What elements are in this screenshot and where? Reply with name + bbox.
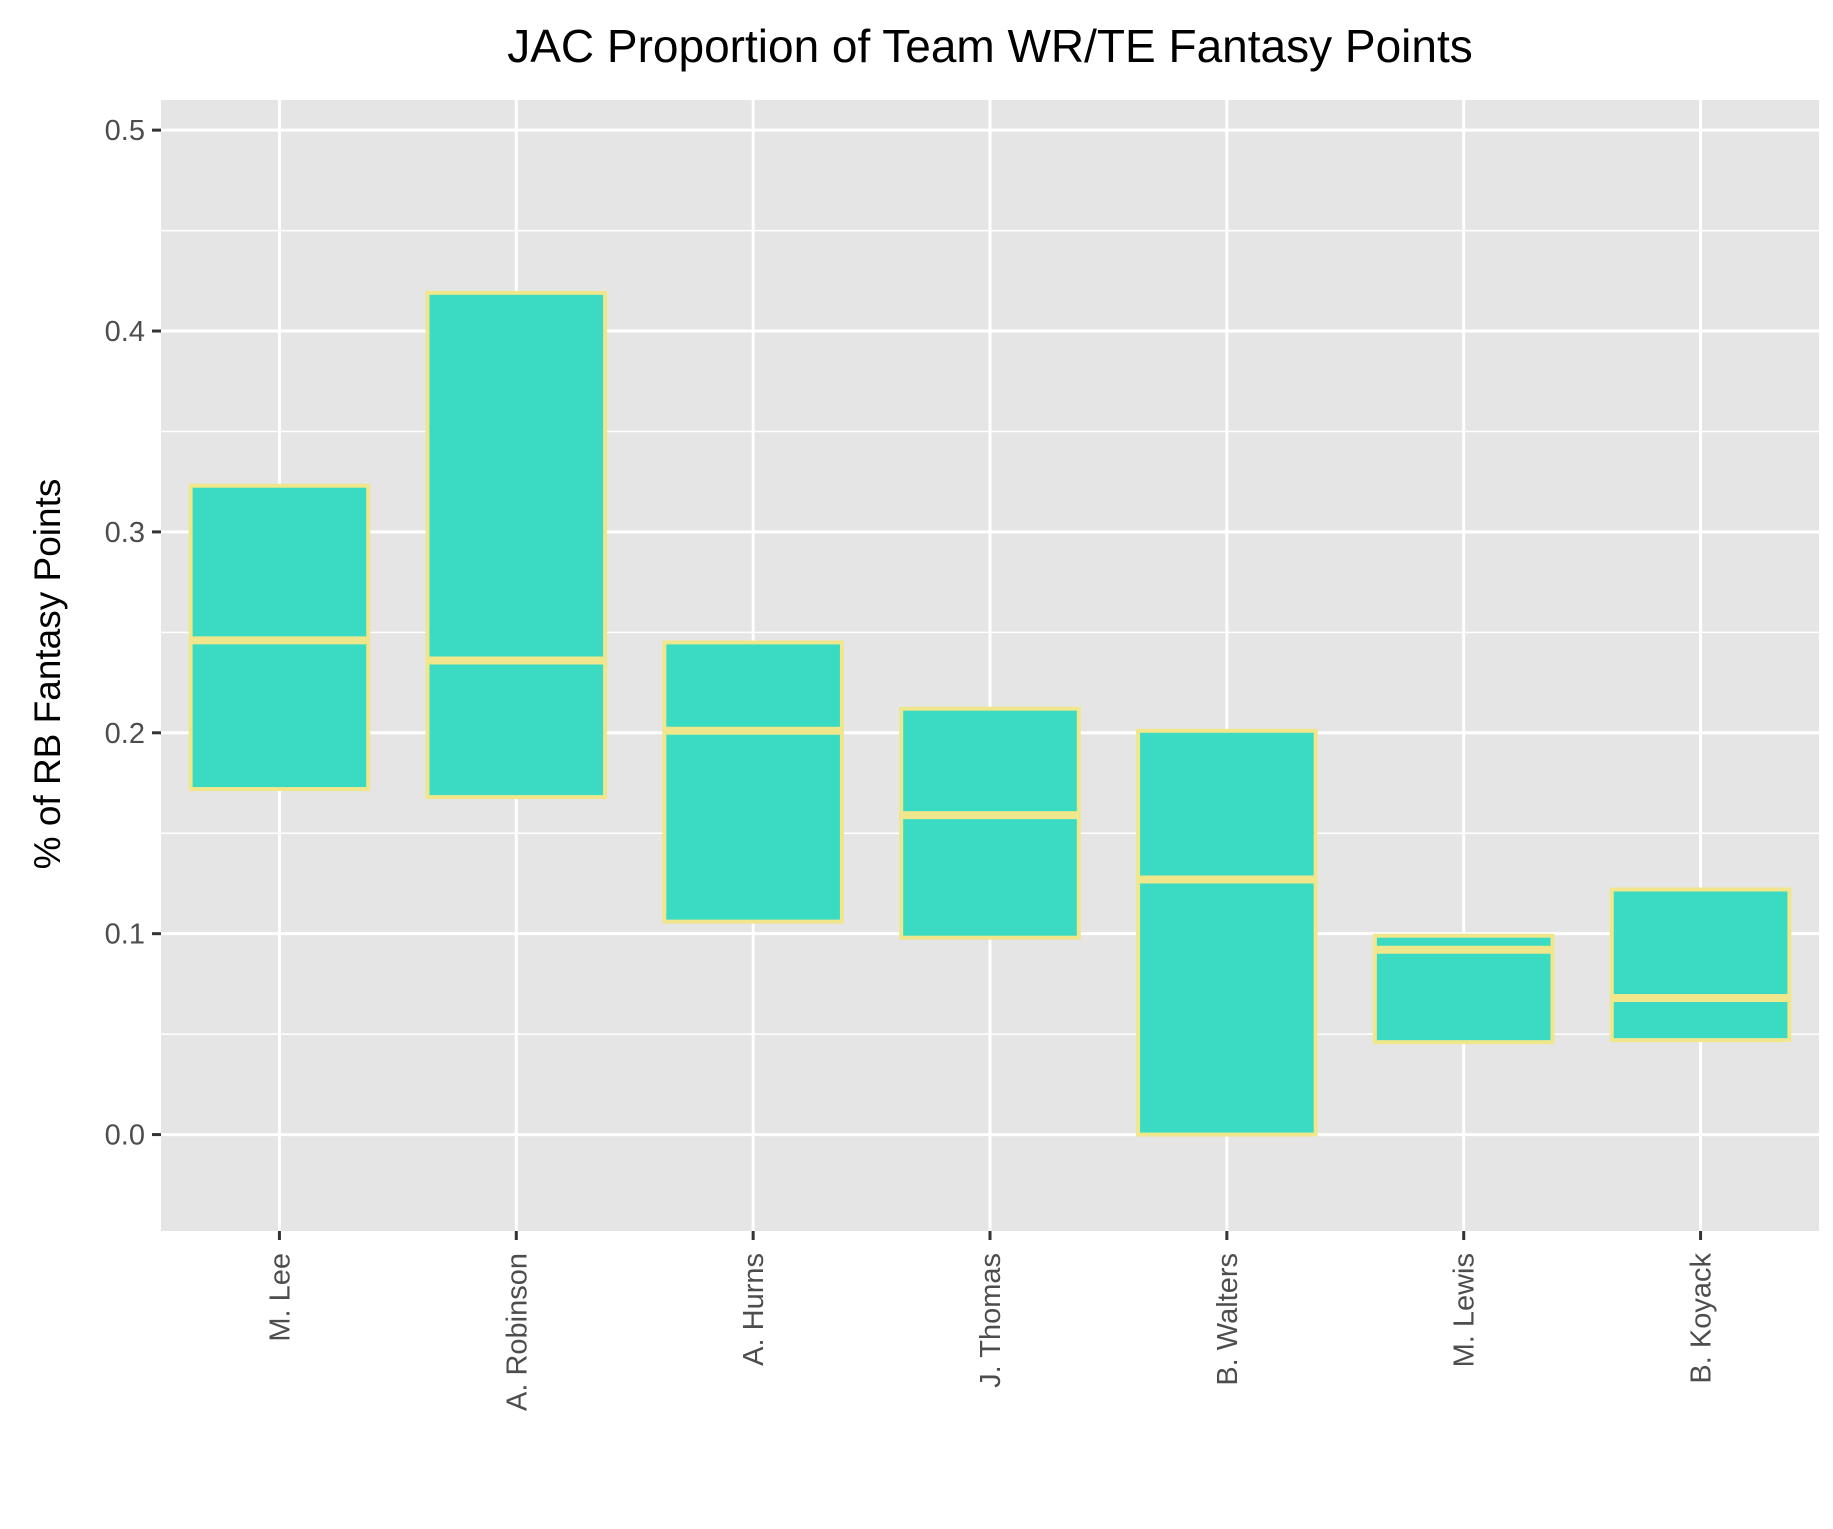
- y-tick-label: 0.2: [105, 718, 145, 750]
- y-tick-label: 0.5: [105, 115, 145, 147]
- box-b-walters: [1136, 728, 1318, 1137]
- box-rect: [1136, 728, 1318, 1137]
- box-a-robinson: [425, 290, 608, 800]
- box-rect: [662, 640, 844, 924]
- x-tick-label: M. Lee: [264, 1253, 296, 1342]
- x-tick-label: A. Hurns: [738, 1253, 770, 1366]
- x-tick-label: A. Robinson: [501, 1253, 533, 1411]
- box-rect: [899, 706, 1081, 940]
- x-tick-label: B. Koyack: [1686, 1253, 1718, 1384]
- chart-title: JAC Proportion of Team WR/TE Fantasy Poi…: [507, 20, 1473, 72]
- box-j-thomas: [899, 706, 1081, 940]
- box-rect: [1609, 887, 1792, 1043]
- y-tick-label: 0.3: [105, 517, 145, 549]
- box-m-lee: [188, 483, 371, 792]
- y-axis-title: % of RB Fantasy Points: [27, 479, 68, 870]
- x-axis: M. Lee A. Robinson A. Hurns J. Thomas B. Wal…: [264, 1231, 1718, 1411]
- x-tick-label: J. Thomas: [975, 1253, 1007, 1388]
- y-axis: 0.0 0.1 0.2 0.3 0.4 0.5: [105, 115, 161, 1152]
- x-tick-label: M. Lewis: [1449, 1253, 1481, 1367]
- box-rect: [425, 290, 608, 800]
- box-b-koyack: [1609, 887, 1792, 1043]
- boxes: [188, 290, 1792, 1137]
- box-a-hurns: [662, 640, 844, 924]
- y-tick-label: 0.0: [105, 1120, 145, 1152]
- x-tick-label: B. Walters: [1212, 1253, 1244, 1386]
- box-m-lewis: [1372, 933, 1555, 1045]
- y-tick-label: 0.1: [105, 919, 145, 951]
- y-tick-label: 0.4: [105, 316, 145, 348]
